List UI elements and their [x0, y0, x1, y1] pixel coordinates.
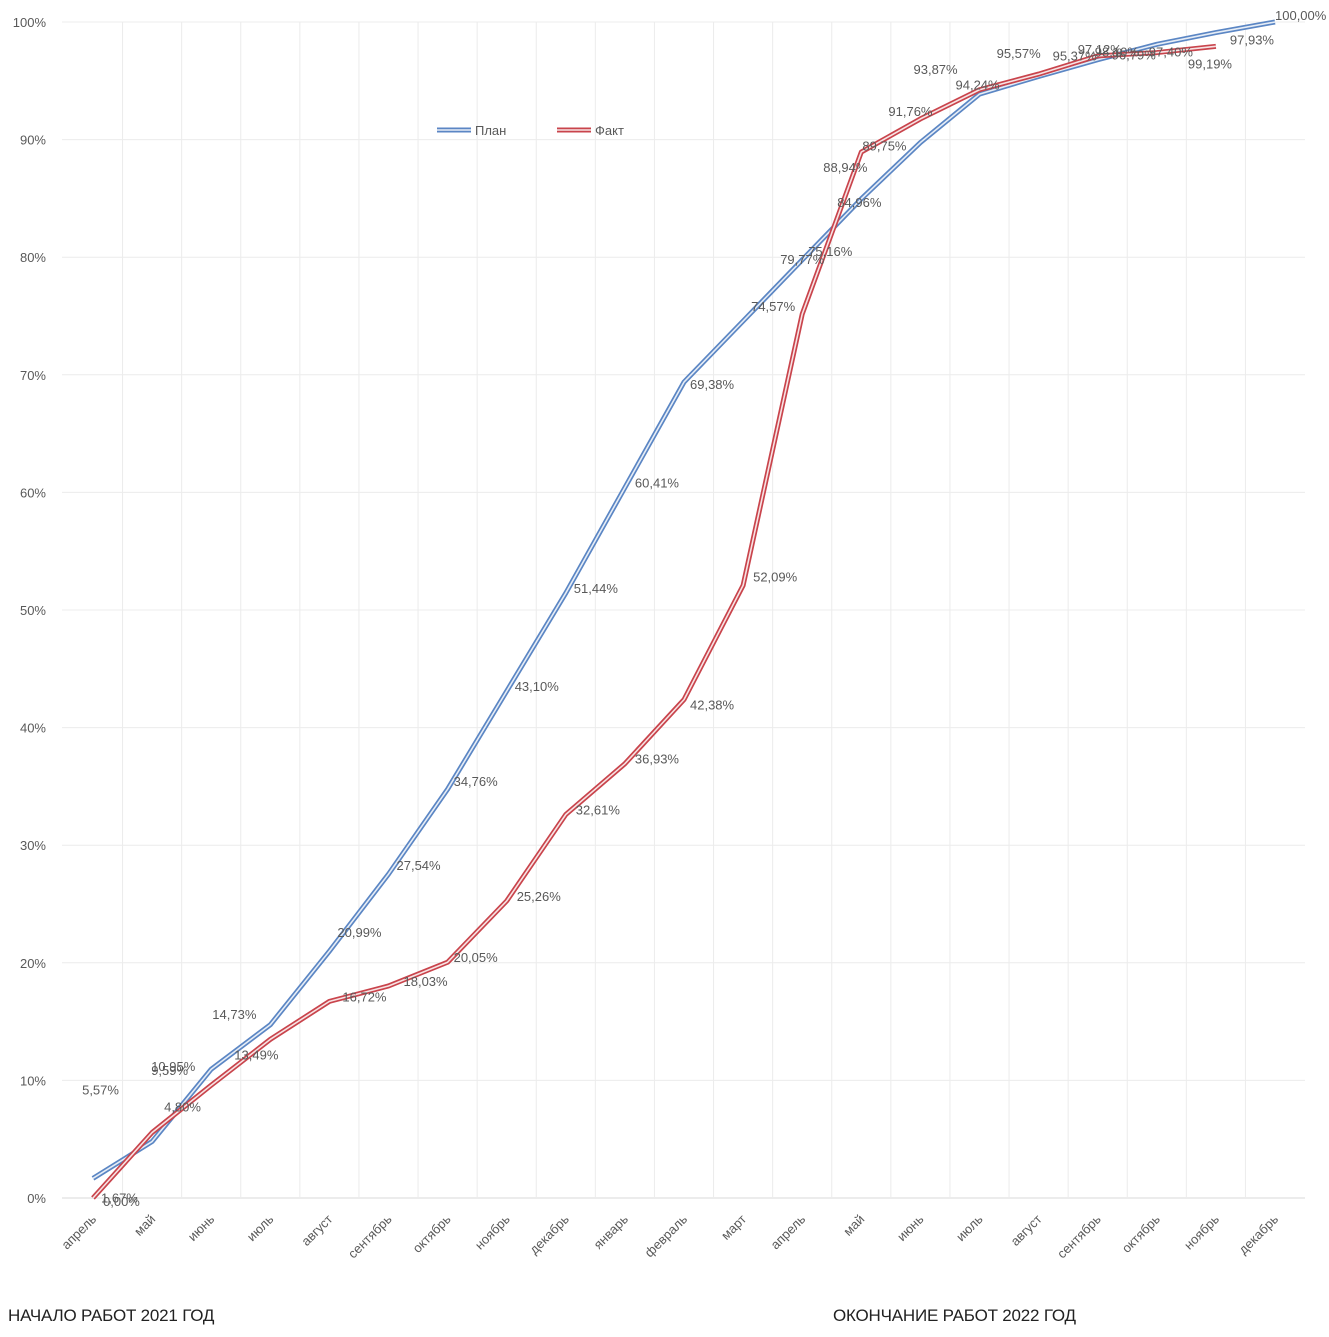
x-tick-label: сентябрь: [1054, 1211, 1104, 1261]
data-labels: 1,67% 4,80% 10,95% 14,73% 20,99% 27,54% 34,76%…: [82, 8, 1327, 1209]
series-lines: [91, 19, 1276, 1200]
data-label-plan: 95,37%: [1053, 48, 1098, 63]
data-label-fact: 42,38%: [690, 698, 735, 713]
data-label-fact: 13,49%: [234, 1047, 279, 1062]
data-label-fact: 94,24%: [956, 78, 1001, 93]
data-label-plan: 79,77%: [780, 252, 825, 267]
y-axis: 0% 10% 20% 30% 40% 50% 60% 70% 80% 90% 100%: [13, 15, 47, 1206]
data-label-fact: 36,93%: [635, 752, 680, 767]
data-label-fact: 20,05%: [454, 950, 499, 965]
x-tick-label: май: [131, 1212, 158, 1239]
chart-area: 0% 10% 20% 30% 40% 50% 60% 70% 80% 90% 100% апрель…: [13, 8, 1327, 1261]
y-tick-label: 50%: [20, 603, 46, 618]
legend-label: План: [475, 123, 506, 138]
data-label-plan: 96,79%: [1112, 48, 1157, 63]
data-label-fact: 5,57%: [82, 1082, 119, 1097]
data-label-plan: 34,76%: [454, 774, 499, 789]
series-line-outer: [91, 19, 1276, 1181]
x-tick-label: апрель: [58, 1211, 99, 1252]
legend-item-plan: План: [437, 123, 506, 138]
data-label-fact: 9,59%: [151, 1063, 188, 1078]
data-label-plan: 99,19%: [1188, 57, 1233, 72]
data-label-fact: 91,76%: [888, 104, 933, 119]
legend-item-fact: Факт: [557, 123, 624, 138]
data-label-plan: 43,10%: [515, 679, 560, 694]
y-tick-label: 40%: [20, 721, 46, 736]
x-tick-label: июль: [953, 1211, 986, 1244]
y-tick-label: 100%: [13, 15, 47, 30]
x-tick-label: июнь: [185, 1211, 218, 1244]
data-label-plan: 98,10%: [1095, 44, 1140, 59]
data-label-plan: 74,57%: [751, 299, 796, 314]
x-tick-label: сентябрь: [345, 1211, 395, 1261]
data-label-fact: 16,72%: [342, 989, 387, 1004]
y-tick-label: 0%: [27, 1191, 46, 1206]
data-label-plan: 20,99%: [337, 925, 382, 940]
data-label-plan: 4,80%: [164, 1100, 201, 1115]
y-tick-label: 70%: [20, 368, 46, 383]
y-tick-label: 60%: [20, 485, 46, 500]
data-label-fact: 95,57%: [997, 46, 1042, 61]
data-label-fact: 52,09%: [753, 569, 798, 584]
x-tick-label: июль: [244, 1211, 277, 1244]
work-start-caption: НАЧАЛО РАБОТ 2021 ГОД: [8, 1306, 215, 1325]
x-tick-label: октябрь: [1119, 1211, 1163, 1255]
x-tick-label: декабрь: [526, 1211, 572, 1257]
data-label-plan: 89,75%: [862, 139, 907, 154]
legend-label: Факт: [595, 123, 624, 138]
data-label-plan: 10,95%: [151, 1059, 196, 1074]
data-label-fact: 88,94%: [823, 160, 868, 175]
data-label-plan: 27,54%: [397, 858, 442, 873]
x-tick-label: октябрь: [410, 1211, 454, 1255]
x-tick-label: декабрь: [1236, 1211, 1282, 1257]
x-tick-label: май: [840, 1212, 867, 1239]
data-label-plan: 93,87%: [914, 62, 959, 77]
data-label-plan: 60,41%: [635, 476, 680, 491]
y-tick-label: 30%: [20, 838, 46, 853]
data-label-fact: 97,40%: [1149, 45, 1194, 60]
data-label-plan: 84,96%: [837, 195, 882, 210]
series-fact: [91, 43, 1217, 1200]
y-tick-label: 80%: [20, 250, 46, 265]
x-tick-label: июнь: [894, 1211, 927, 1244]
x-tick-label: ноябрь: [472, 1211, 513, 1252]
grid-lines: [62, 21, 1305, 1199]
data-label-plan: 51,44%: [574, 581, 619, 596]
work-end-caption: ОКОНЧАНИЕ РАБОТ 2022 ГОД: [833, 1306, 1076, 1325]
series-plan: [91, 19, 1276, 1181]
data-label-fact: 25,26%: [517, 889, 562, 904]
data-label-plan: 69,38%: [690, 377, 735, 392]
x-tick-label: февраль: [642, 1211, 691, 1260]
data-label-fact: 32,61%: [576, 803, 621, 818]
series-line-inner: [92, 21, 1276, 1180]
data-label-fact: 75,16%: [808, 244, 853, 259]
y-tick-label: 20%: [20, 956, 46, 971]
data-label-fact: 18,03%: [404, 974, 449, 989]
x-tick-label: январь: [591, 1211, 632, 1252]
y-tick-label: 90%: [20, 133, 46, 148]
data-label-plan: 1,67%: [101, 1190, 138, 1205]
data-label-fact: 0,00%: [103, 1194, 140, 1209]
x-tick-label: март: [718, 1211, 749, 1242]
y-tick-label: 10%: [20, 1073, 46, 1088]
legend: План Факт: [437, 123, 624, 138]
data-label-plan: 100,00%: [1275, 8, 1327, 23]
x-tick-label: ноябрь: [1181, 1211, 1222, 1252]
data-label-fact: 97,93%: [1230, 32, 1275, 47]
x-tick-label: август: [1007, 1211, 1044, 1248]
x-tick-label: август: [298, 1211, 335, 1248]
series-line-inner: [92, 45, 1216, 1199]
x-axis: апрель май июнь июль август сентябрь октябрь но…: [58, 1211, 1281, 1261]
x-tick-label: апрель: [768, 1211, 809, 1252]
data-label-plan: 14,73%: [212, 1007, 257, 1022]
data-label-fact: 97,12%: [1078, 42, 1123, 57]
